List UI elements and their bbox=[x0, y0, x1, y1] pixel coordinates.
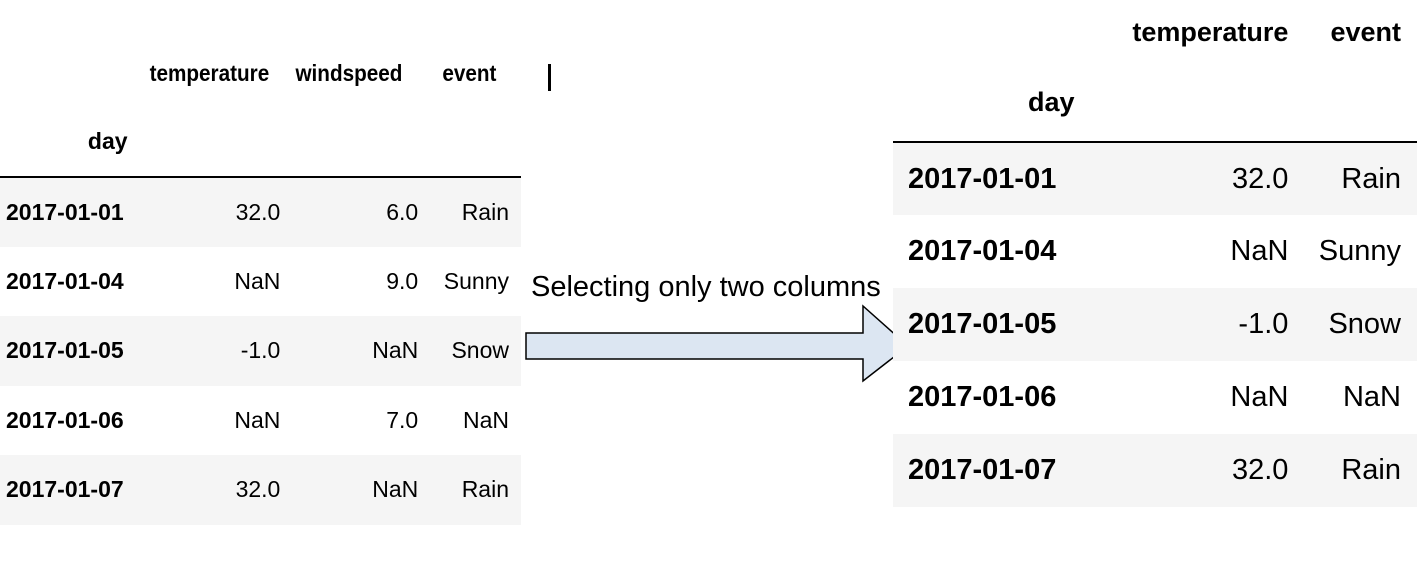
index-name-header: day bbox=[0, 106, 138, 178]
blank-header-cell bbox=[1112, 64, 1289, 143]
cell-event: NaN bbox=[462, 406, 509, 433]
row-index-day: 2017-01-01 bbox=[0, 177, 138, 247]
row-index-day: 2017-01-05 bbox=[0, 316, 138, 386]
cell-event: Rain bbox=[418, 455, 521, 525]
column-header-temperature: temperature bbox=[1132, 16, 1289, 47]
table-row: 2017-01-05 -1.0 NaN Snow bbox=[0, 316, 521, 386]
table-row: 2017-01-04 NaN 9.0 Sunny bbox=[0, 247, 521, 317]
blank-header-cell bbox=[893, 0, 1112, 64]
column-header-row: temperature windspeed event bbox=[0, 40, 521, 106]
cell-temperature: NaN bbox=[1230, 235, 1289, 267]
row-index-day: 2017-01-06 bbox=[908, 381, 1057, 413]
cell-event: Snow bbox=[1288, 288, 1417, 361]
row-index-day: 2017-01-07 bbox=[0, 455, 138, 525]
table-row: 2017-01-04 NaN Sunny bbox=[893, 215, 1417, 288]
arrow-label: Selecting only two columns bbox=[531, 271, 881, 303]
cell-event: Snow bbox=[418, 316, 521, 386]
cell-temperature: NaN bbox=[1230, 381, 1289, 413]
cell-event: Rain bbox=[1288, 142, 1417, 215]
table-row: 2017-01-05 -1.0 Snow bbox=[893, 288, 1417, 361]
cell-event: Sunny bbox=[443, 267, 509, 294]
cell-windspeed: 6.0 bbox=[280, 177, 419, 247]
column-header-row: temperature event bbox=[893, 0, 1417, 64]
index-header-row: day bbox=[0, 106, 521, 178]
cell-windspeed: 7.0 bbox=[386, 406, 419, 433]
cell-windspeed: 9.0 bbox=[386, 267, 419, 294]
cell-temperature: NaN bbox=[234, 406, 281, 433]
cell-windspeed: NaN bbox=[280, 316, 419, 386]
cell-temperature: 32.0 bbox=[1112, 142, 1289, 215]
table-row: 2017-01-06 NaN NaN bbox=[893, 361, 1417, 434]
cell-temperature: 32.0 bbox=[137, 455, 281, 525]
blank-header-cell bbox=[1288, 64, 1417, 143]
row-index-day: 2017-01-01 bbox=[893, 142, 1113, 215]
row-index-day: 2017-01-07 bbox=[893, 434, 1113, 507]
blank-header-cell bbox=[418, 106, 521, 178]
column-header-windspeed: windspeed bbox=[295, 59, 403, 86]
column-header-temperature: temperature bbox=[149, 59, 269, 86]
index-name-header: day bbox=[893, 64, 1113, 143]
right-arrow bbox=[525, 304, 910, 383]
blank-header-cell bbox=[280, 106, 419, 178]
row-index-day: 2017-01-04 bbox=[6, 267, 124, 294]
cell-event: Rain bbox=[418, 177, 521, 247]
column-header-event: event bbox=[442, 59, 497, 86]
cell-temperature: NaN bbox=[234, 267, 281, 294]
selected-dataframe-table: temperature event day 2017-01-01 32.0 Ra… bbox=[893, 0, 1417, 507]
cell-temperature: 32.0 bbox=[137, 177, 281, 247]
index-header-row: day bbox=[893, 64, 1417, 143]
right-arrow-shape bbox=[525, 304, 910, 383]
cell-windspeed: NaN bbox=[280, 455, 419, 525]
cell-event: Rain bbox=[1288, 434, 1417, 507]
original-dataframe-table: temperature windspeed event day 2017-01-… bbox=[0, 40, 521, 525]
cell-event: Sunny bbox=[1318, 235, 1401, 267]
table-row: 2017-01-01 32.0 6.0 Rain bbox=[0, 177, 521, 247]
blank-header-cell bbox=[7, 40, 131, 106]
row-index-day: 2017-01-06 bbox=[6, 406, 124, 433]
table-row: 2017-01-07 32.0 Rain bbox=[893, 434, 1417, 507]
row-index-day: 2017-01-04 bbox=[908, 235, 1057, 267]
table-row: 2017-01-01 32.0 Rain bbox=[893, 142, 1417, 215]
row-index-day: 2017-01-05 bbox=[893, 288, 1113, 361]
cell-event: NaN bbox=[1342, 381, 1401, 413]
cell-temperature: -1.0 bbox=[137, 316, 281, 386]
cell-temperature: -1.0 bbox=[1112, 288, 1289, 361]
blank-header-cell bbox=[137, 106, 281, 178]
column-header-event: event bbox=[1330, 16, 1401, 47]
table-row: 2017-01-06 NaN 7.0 NaN bbox=[0, 386, 521, 456]
cell-temperature: 32.0 bbox=[1112, 434, 1289, 507]
table-row: 2017-01-07 32.0 NaN Rain bbox=[0, 455, 521, 525]
text-cursor-mark bbox=[548, 64, 551, 91]
